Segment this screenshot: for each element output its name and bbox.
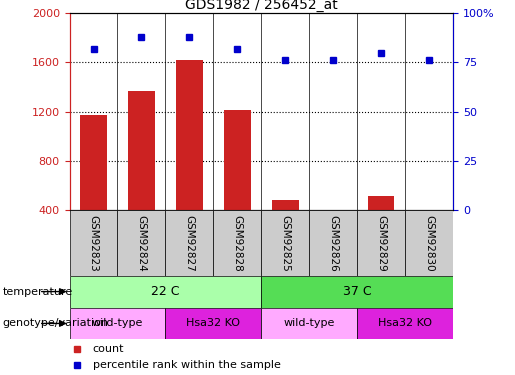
Bar bbox=[261, 210, 310, 276]
Bar bbox=[261, 308, 357, 339]
Bar bbox=[357, 210, 405, 276]
Bar bbox=[320, 210, 347, 216]
Bar bbox=[416, 210, 442, 213]
Text: GSM92827: GSM92827 bbox=[184, 215, 195, 272]
Text: genotype/variation: genotype/variation bbox=[3, 318, 109, 328]
Text: GSM92826: GSM92826 bbox=[328, 215, 338, 272]
Bar bbox=[70, 308, 165, 339]
Text: GSM92825: GSM92825 bbox=[280, 215, 290, 272]
Bar bbox=[272, 200, 299, 210]
Title: GDS1982 / 256452_at: GDS1982 / 256452_at bbox=[185, 0, 338, 12]
Bar bbox=[165, 308, 261, 339]
Bar bbox=[213, 210, 261, 276]
Bar bbox=[176, 60, 202, 210]
Text: GSM92828: GSM92828 bbox=[232, 215, 243, 272]
Text: Hsa32 KO: Hsa32 KO bbox=[186, 318, 241, 328]
Text: 22 C: 22 C bbox=[151, 285, 180, 298]
Text: GSM92823: GSM92823 bbox=[89, 215, 98, 272]
Bar bbox=[310, 210, 357, 276]
Text: count: count bbox=[93, 344, 124, 354]
Text: percentile rank within the sample: percentile rank within the sample bbox=[93, 360, 281, 370]
Text: wild-type: wild-type bbox=[92, 318, 143, 328]
Bar bbox=[117, 210, 165, 276]
Text: temperature: temperature bbox=[3, 286, 73, 297]
Bar bbox=[165, 210, 213, 276]
Bar bbox=[224, 110, 251, 210]
Text: GSM92830: GSM92830 bbox=[424, 215, 434, 272]
Bar bbox=[357, 308, 453, 339]
Bar bbox=[80, 115, 107, 210]
Text: GSM92829: GSM92829 bbox=[376, 215, 386, 272]
Bar bbox=[261, 276, 453, 308]
Bar bbox=[70, 276, 261, 308]
Bar bbox=[128, 91, 154, 210]
Text: wild-type: wild-type bbox=[284, 318, 335, 328]
Bar bbox=[405, 210, 453, 276]
Text: 37 C: 37 C bbox=[343, 285, 372, 298]
Text: GSM92824: GSM92824 bbox=[136, 215, 146, 272]
Text: Hsa32 KO: Hsa32 KO bbox=[378, 318, 432, 328]
Bar bbox=[70, 210, 117, 276]
Bar bbox=[368, 196, 394, 210]
